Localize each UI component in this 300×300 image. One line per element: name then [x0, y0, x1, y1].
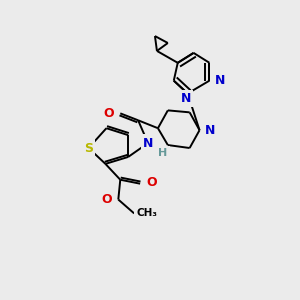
Text: S: S — [84, 142, 93, 154]
Text: O: O — [146, 176, 157, 189]
Text: O: O — [102, 193, 112, 206]
Text: N: N — [214, 74, 225, 87]
Text: N: N — [143, 136, 153, 150]
Text: N: N — [181, 92, 191, 105]
Text: O: O — [104, 107, 114, 120]
Text: CH₃: CH₃ — [136, 208, 157, 218]
Text: H: H — [158, 148, 167, 158]
Text: N: N — [205, 124, 215, 137]
